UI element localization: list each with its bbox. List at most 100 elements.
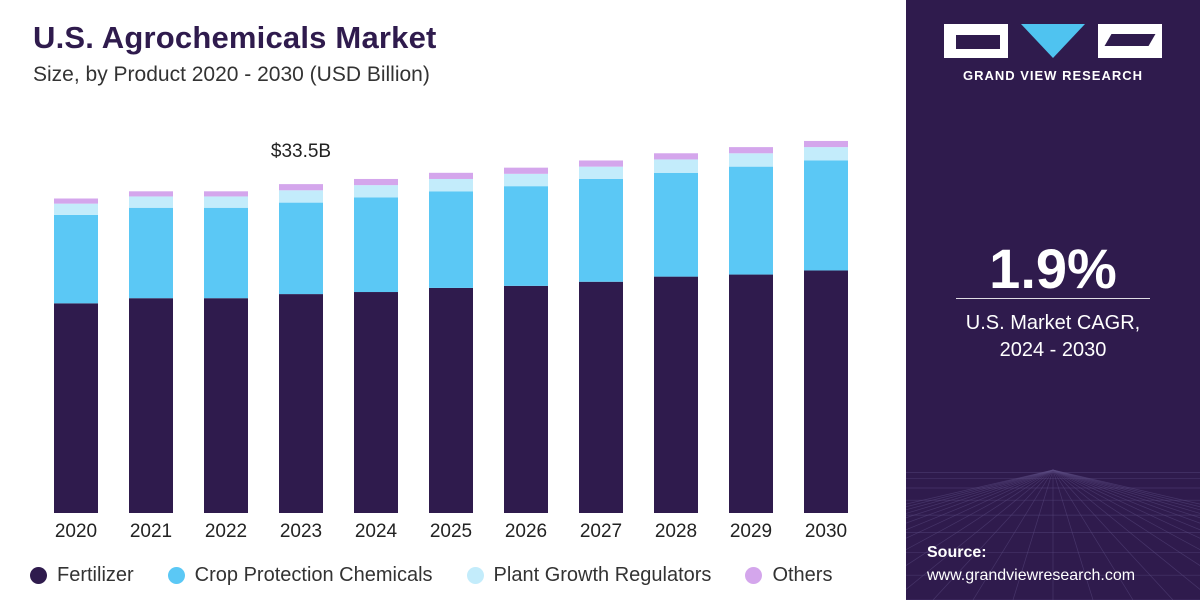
grid-line bbox=[1052, 469, 1200, 514]
grid-line bbox=[906, 469, 1054, 514]
bar-crop-protection-chemicals-2022 bbox=[204, 207, 248, 299]
bar-crop-protection-chemicals-2021 bbox=[129, 207, 173, 299]
chart-subtitle: Size, by Product 2020 - 2030 (USD Billio… bbox=[33, 63, 430, 86]
data-label-annotation: $33.5B bbox=[271, 141, 331, 162]
x-tick-label: 2024 bbox=[355, 521, 398, 542]
logo-mark bbox=[944, 24, 1162, 58]
bar-fertilizer-2022 bbox=[204, 298, 248, 513]
bar-others-2029 bbox=[729, 147, 773, 154]
legend-label: Others bbox=[772, 563, 833, 586]
legend-label: Fertilizer bbox=[57, 563, 134, 586]
bar-crop-protection-chemicals-2020 bbox=[54, 214, 98, 304]
bar-others-2030 bbox=[804, 140, 848, 148]
grid-line bbox=[1052, 469, 1200, 505]
bar-crop-protection-chemicals-2026 bbox=[504, 186, 548, 286]
cagr-label-line-2: 2024 - 2030 bbox=[999, 339, 1107, 361]
bar-others-2020 bbox=[54, 198, 98, 204]
cagr-value: 1.9% bbox=[989, 237, 1117, 300]
logo-g-icon bbox=[944, 24, 1008, 58]
sidebar: GRAND VIEW RESEARCH 1.9% U.S. Market CAG… bbox=[906, 0, 1200, 600]
bar-others-2023 bbox=[279, 184, 323, 191]
grid-line bbox=[1052, 469, 1200, 551]
grid-line bbox=[906, 469, 1054, 539]
x-tick-label: 2027 bbox=[580, 521, 622, 542]
bar-fertilizer-2030 bbox=[804, 270, 848, 513]
bar-others-2021 bbox=[129, 191, 173, 197]
bar-others-2028 bbox=[654, 153, 698, 160]
legend-item-plant-growth-regulators: Plant Growth Regulators bbox=[466, 563, 712, 587]
grid-line bbox=[1052, 469, 1200, 508]
bar-fertilizer-2027 bbox=[579, 281, 623, 513]
bar-plant-growth-regulators-2029 bbox=[729, 153, 773, 167]
bar-crop-protection-chemicals-2027 bbox=[579, 178, 623, 282]
cagr-label-line-1: U.S. Market CAGR, bbox=[965, 312, 1141, 334]
grid-line bbox=[1052, 469, 1174, 600]
bar-crop-protection-chemicals-2025 bbox=[429, 191, 473, 288]
x-tick-label: 2025 bbox=[430, 521, 472, 542]
bar-others-2026 bbox=[504, 167, 548, 174]
grid-line bbox=[1052, 469, 1094, 600]
bar-plant-growth-regulators-2030 bbox=[804, 147, 848, 161]
bar-plant-growth-regulators-2027 bbox=[579, 166, 623, 179]
bar-plant-growth-regulators-2021 bbox=[129, 196, 173, 208]
bar-plant-growth-regulators-2024 bbox=[354, 185, 398, 198]
x-tick-label: 2022 bbox=[205, 521, 247, 542]
legend-swatch bbox=[745, 566, 763, 584]
legend-swatch bbox=[167, 566, 185, 584]
brand-logo: GRAND VIEW RESEARCH bbox=[944, 24, 1162, 83]
x-tick-label: 2023 bbox=[280, 521, 322, 542]
bar-crop-protection-chemicals-2029 bbox=[729, 166, 773, 275]
grid-line bbox=[906, 469, 1054, 508]
x-tick-label: 2030 bbox=[805, 521, 847, 542]
bar-fertilizer-2020 bbox=[54, 303, 98, 513]
grid-line bbox=[906, 469, 1054, 566]
bar-plant-growth-regulators-2028 bbox=[654, 159, 698, 173]
legend-label: Plant Growth Regulators bbox=[493, 563, 712, 586]
stacked-bar-chart: 2020 2021 2022 2023 2024 2025 2026 2027 2028 2029… bbox=[54, 140, 848, 542]
legend-swatch bbox=[30, 566, 47, 584]
chart-title: U.S. Agrochemicals Market bbox=[33, 20, 437, 55]
bar-plant-growth-regulators-2025 bbox=[429, 178, 473, 192]
chart-legend: Fertilizer Crop Protection Chemicals Plant… bbox=[30, 562, 866, 588]
bar-fertilizer-2028 bbox=[654, 276, 698, 513]
bar-plant-growth-regulators-2026 bbox=[504, 173, 548, 187]
x-tick-label: 2021 bbox=[130, 521, 172, 542]
x-tick-label: 2028 bbox=[655, 521, 697, 542]
bar-others-2022 bbox=[204, 191, 248, 197]
bar-others-2027 bbox=[579, 160, 623, 167]
bar-others-2024 bbox=[354, 178, 398, 186]
grid-line bbox=[1012, 469, 1054, 600]
chart-panel: U.S. Agrochemicals Market Size, by Produ… bbox=[30, 20, 866, 588]
legend-item-crop-protection-chemicals: Crop Protection Chemicals bbox=[167, 564, 433, 587]
bar-crop-protection-chemicals-2023 bbox=[279, 202, 323, 295]
grid-line bbox=[906, 469, 1054, 531]
bar-plant-growth-regulators-2020 bbox=[54, 203, 98, 215]
logo-r-icon bbox=[1098, 24, 1162, 58]
grid-line bbox=[906, 469, 1054, 505]
bar-fertilizer-2025 bbox=[429, 287, 473, 513]
bar-crop-protection-chemicals-2030 bbox=[804, 160, 848, 271]
bar-crop-protection-chemicals-2028 bbox=[654, 172, 698, 277]
source-label: Source: bbox=[927, 544, 987, 561]
logo-v-icon bbox=[1021, 24, 1085, 58]
bar-fertilizer-2021 bbox=[129, 298, 173, 513]
grid-line bbox=[906, 469, 1054, 511]
x-tick-label: 2026 bbox=[505, 521, 547, 542]
cagr-label: U.S. Market CAGR, 2024 - 2030 bbox=[906, 310, 1200, 364]
grid-line bbox=[932, 469, 1054, 600]
bar-fertilizer-2023 bbox=[279, 294, 323, 513]
x-tick-label: 2020 bbox=[55, 521, 97, 542]
grid-line bbox=[1052, 469, 1200, 539]
bar-fertilizer-2024 bbox=[354, 292, 398, 513]
grid-line bbox=[1052, 469, 1200, 566]
bar-crop-protection-chemicals-2024 bbox=[354, 197, 398, 293]
source-link[interactable]: www.grandviewresearch.com bbox=[927, 567, 1136, 584]
bar-others-2025 bbox=[429, 172, 473, 179]
legend-swatch bbox=[466, 566, 484, 584]
bar-fertilizer-2026 bbox=[504, 285, 548, 513]
cagr-divider bbox=[956, 298, 1150, 299]
grid-line bbox=[1052, 469, 1200, 519]
grid-line bbox=[1052, 469, 1200, 531]
bar-plant-growth-regulators-2023 bbox=[279, 190, 323, 203]
logo-text: GRAND VIEW RESEARCH bbox=[962, 68, 1144, 83]
